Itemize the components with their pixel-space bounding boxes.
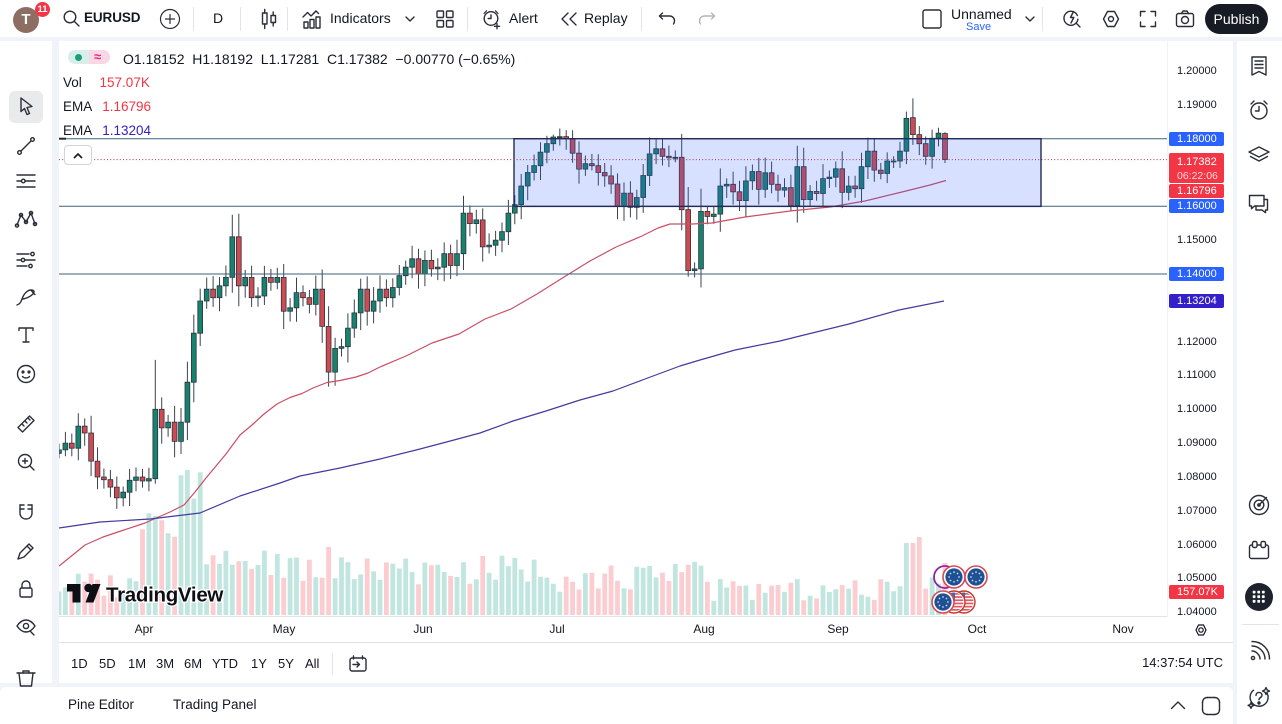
svg-text:TradingView: TradingView [106, 584, 223, 607]
